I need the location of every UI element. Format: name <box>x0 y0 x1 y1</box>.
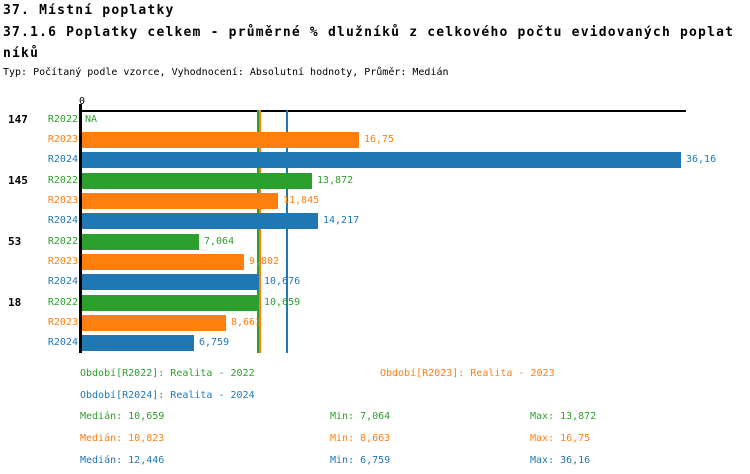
bar-value-label: 10,676 <box>264 276 301 287</box>
na-label: NA <box>85 114 98 125</box>
stat-median-r2024: Medián: 12,446 <box>80 455 165 466</box>
series-label-r2024: R2024 <box>47 337 78 348</box>
bar-r2024 <box>82 152 681 168</box>
legend-item-r2023: Období[R2023]: Realita - 2023 <box>380 368 555 379</box>
x-axis-zero-label: 0 <box>78 96 86 107</box>
bar-value-label: 11,845 <box>283 195 320 206</box>
stat-max-r2022: Max: 13,872 <box>530 411 597 422</box>
legend-item-r2024: Období[R2024]: Realita - 2024 <box>80 390 255 401</box>
stat-min-r2023: Min: 8,663 <box>330 433 391 444</box>
stat-min-r2024: Min: 6,759 <box>330 455 391 466</box>
bar-r2022 <box>82 234 199 250</box>
group-label: 18 <box>8 296 22 309</box>
bar-value-label: 10,659 <box>264 297 301 308</box>
median-line-r2023 <box>259 110 261 353</box>
series-label-r2023: R2023 <box>47 317 78 328</box>
page-title: 37. Místní poplatky <box>3 3 175 18</box>
series-label-r2024: R2024 <box>47 276 78 287</box>
bar-r2023 <box>82 315 226 331</box>
stat-max-r2024: Max: 36,16 <box>530 455 591 466</box>
series-label-r2023: R2023 <box>47 195 78 206</box>
series-label-r2022: R2022 <box>47 236 78 247</box>
bar-r2023 <box>82 254 244 270</box>
series-label-r2022: R2022 <box>47 297 78 308</box>
group-label: 147 <box>8 113 28 126</box>
chart-title-line2: níků <box>3 46 40 61</box>
bar-value-label: 9,802 <box>249 256 280 267</box>
series-label-r2024: R2024 <box>47 215 78 226</box>
bar-value-label: 16,75 <box>364 134 395 145</box>
group-label: 53 <box>8 235 22 248</box>
bar-r2024 <box>82 335 194 351</box>
bar-value-label: 8,663 <box>231 317 262 328</box>
stat-median-r2022: Medián: 10,659 <box>80 411 165 422</box>
bar-value-label: 7,064 <box>204 236 235 247</box>
y-axis-line <box>79 104 82 353</box>
legend-item-r2022: Období[R2022]: Realita - 2022 <box>80 368 255 379</box>
x-axis-line <box>79 110 686 112</box>
series-label-r2023: R2023 <box>47 256 78 267</box>
bar-value-label: 36,16 <box>686 154 717 165</box>
series-label-r2022: R2022 <box>47 175 78 186</box>
median-line-r2024 <box>286 110 288 353</box>
series-label-r2022: R2022 <box>47 114 78 125</box>
stat-max-r2023: Max: 16,75 <box>530 433 591 444</box>
median-line-r2022 <box>257 110 259 353</box>
bar-r2023 <box>82 193 278 209</box>
bar-value-label: 6,759 <box>199 337 230 348</box>
series-label-r2023: R2023 <box>47 134 78 145</box>
stat-median-r2023: Medián: 10,823 <box>80 433 165 444</box>
chart-meta-info: Typ: Počítaný podle vzorce, Vyhodnocení:… <box>3 67 449 78</box>
stat-min-r2022: Min: 7,064 <box>330 411 391 422</box>
bar-value-label: 13,872 <box>317 175 354 186</box>
bar-r2022 <box>82 295 259 311</box>
bar-value-label: 14,217 <box>323 215 360 226</box>
series-label-r2024: R2024 <box>47 154 78 165</box>
chart-title-line1: 37.1.6 Poplatky celkem - průměrné % dluž… <box>3 25 735 40</box>
group-label: 145 <box>8 174 28 187</box>
bar-r2024 <box>82 274 259 290</box>
bar-r2024 <box>82 213 318 229</box>
chart-area: 0 147 R2022 NA R2023 16,75 R2024 36,16 145 R2022… <box>0 90 750 370</box>
bar-r2023 <box>82 132 359 148</box>
bar-r2022 <box>82 173 312 189</box>
